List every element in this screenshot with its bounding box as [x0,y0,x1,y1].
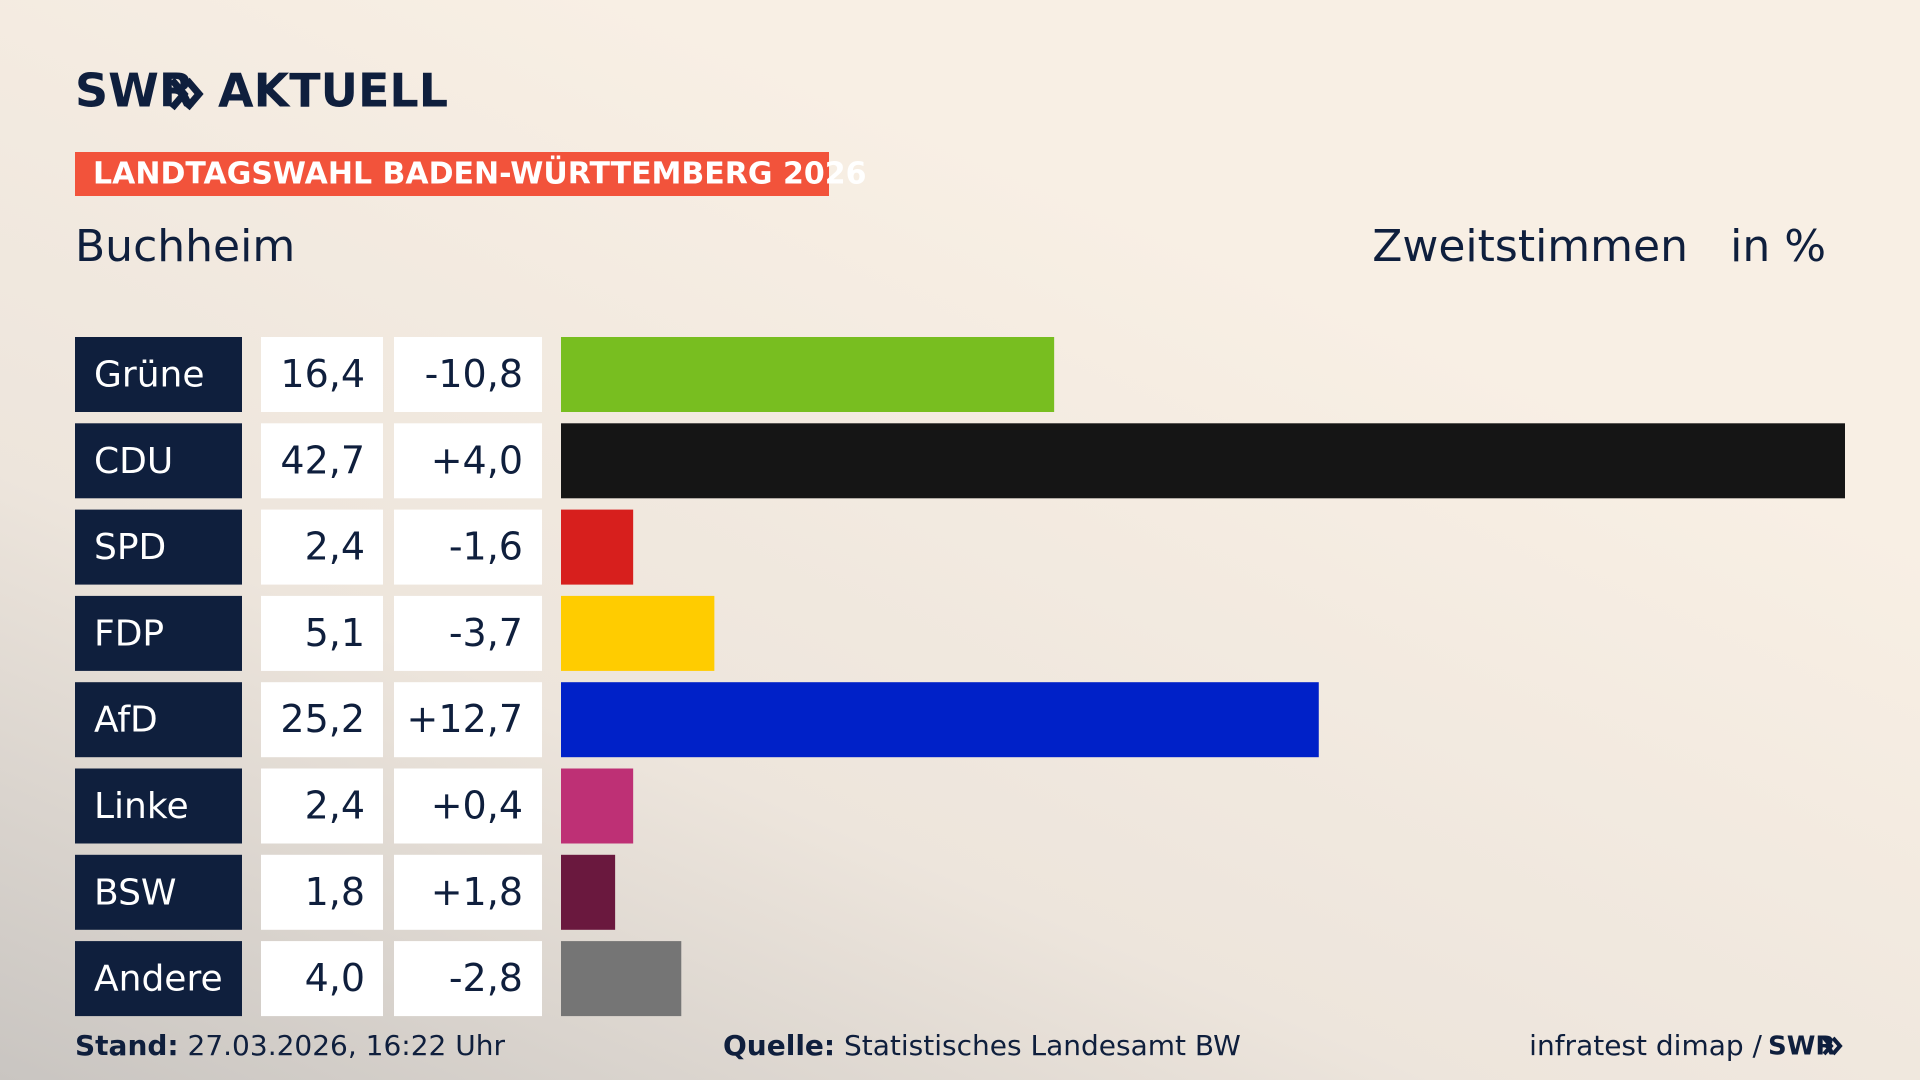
change-box [394,423,542,499]
footer-source: Quelle: Statistisches Landesamt BW [723,1029,1241,1062]
bar [561,423,1845,499]
value-box [261,941,383,1017]
change-label: +4,0 [431,438,523,482]
value-box [261,768,383,844]
value-box [261,337,383,412]
value-label: 5,1 [305,611,365,655]
party-label: FDP [94,613,164,654]
measure: Zweitstimmen [1372,221,1688,272]
logo-right: AKTUELL [218,64,448,118]
party-label: Linke [94,786,189,827]
value-label: 42,7 [280,438,365,482]
value-label: 25,2 [280,697,365,741]
change-box [394,337,542,412]
party-label: AfD [94,700,158,741]
party-box [75,941,242,1017]
value-box [261,423,383,499]
party-box [75,423,242,499]
bar [561,682,1319,758]
footer-chevrons [1822,1036,1843,1056]
change-label: +1,8 [431,870,523,914]
bar [561,337,1055,412]
party-box [75,768,242,844]
value-label: 1,8 [305,870,365,914]
value-box [261,854,383,930]
logo-chevrons [169,77,204,111]
change-label: -2,8 [449,956,523,1000]
party-box [75,854,242,930]
party-box [75,595,242,671]
change-box [394,768,542,844]
party-label: CDU [94,441,173,482]
bar [561,768,634,844]
credit-brand: SWR [1768,1032,1835,1062]
change-label: -10,8 [425,352,523,396]
change-box [394,509,542,585]
party-box [75,337,242,412]
value-label: 2,4 [305,525,365,569]
change-box [394,941,542,1017]
party-box [75,682,242,758]
bar [561,509,634,585]
value-label: 2,4 [305,784,365,828]
title-banner [75,152,829,196]
credit: infratest dimap / [1529,1029,1762,1062]
bar [561,854,616,930]
value-label: 4,0 [305,956,365,1000]
source: Statistisches Landesamt BW [844,1029,1241,1062]
value-box [261,595,383,671]
bar [561,941,682,1017]
unit: in % [1730,221,1826,272]
change-box [394,854,542,930]
party-label: Grüne [94,355,204,396]
party-label: Andere [94,959,223,1000]
chart-title: LANDTAGSWAHL BADEN-WÜRTTEMBERG 2026 [93,155,866,192]
change-box [394,682,542,758]
change-label: -1,6 [449,525,523,569]
change-label: +0,4 [431,784,523,828]
party-label: BSW [94,872,177,913]
change-box [394,595,542,671]
subtitle: Buchheim [75,221,295,272]
value-box [261,682,383,758]
value-label: 16,4 [280,352,365,396]
bar [561,595,715,671]
source-label: Quelle: [723,1029,835,1062]
value-box [261,509,383,585]
party-box [75,509,242,585]
party-label: SPD [94,527,166,568]
stand: 27.03.2026, 16:22 Uhr [188,1029,506,1062]
stand-label: Stand: [75,1029,179,1062]
change-label: -3,7 [449,611,523,655]
footer-stand: Stand: 27.03.2026, 16:22 Uhr [75,1029,505,1062]
change-label: +12,7 [407,697,523,741]
